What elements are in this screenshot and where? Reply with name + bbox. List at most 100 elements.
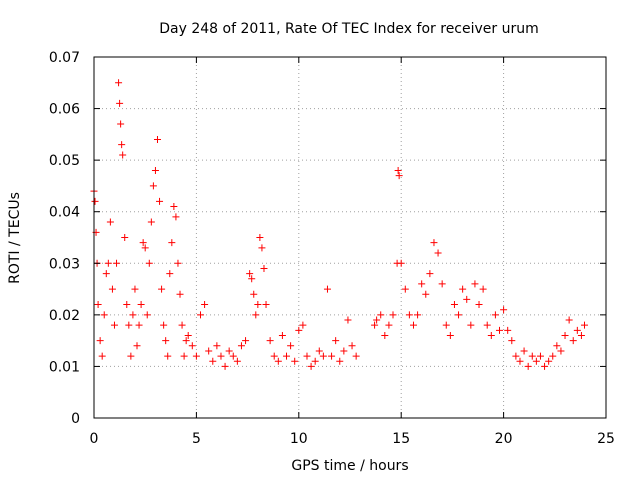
plot-frame [93, 56, 607, 419]
data-point [131, 285, 139, 293]
data-point [121, 234, 129, 241]
data-point [577, 331, 585, 339]
data-point [487, 331, 495, 339]
data-point [336, 357, 344, 365]
data-point [278, 331, 286, 339]
data-point [409, 321, 417, 329]
data-point [110, 321, 118, 329]
data-point [113, 259, 121, 267]
data-point [147, 218, 155, 226]
data-point [233, 357, 241, 365]
data-point [283, 352, 291, 360]
axis-ticks [93, 56, 607, 419]
data-point [430, 239, 438, 247]
data-point [394, 166, 402, 174]
data-point [520, 347, 528, 355]
y-tick-label: 0.01 [49, 359, 80, 375]
axis-tick-labels: 0 5 10 15 20 25 0 0.01 0.02 0.03 0.04 0.05 0.06 0.07 [49, 50, 615, 447]
x-tick-label: 0 [90, 431, 99, 447]
data-point [545, 357, 553, 365]
data-point [553, 342, 561, 350]
data-point [96, 337, 104, 345]
data-point [500, 306, 508, 314]
data-point [242, 337, 250, 345]
data-point [254, 301, 262, 309]
data-point [371, 321, 379, 329]
data-point [344, 316, 352, 324]
data-point [139, 239, 147, 247]
data-point [442, 321, 450, 329]
y-tick-label: 0.03 [49, 256, 80, 272]
data-point [348, 342, 356, 350]
data-point [117, 120, 125, 128]
data-point [260, 264, 268, 272]
data-point [438, 280, 446, 288]
data-point [377, 311, 385, 319]
data-point [162, 337, 170, 345]
data-point [192, 352, 200, 360]
data-point [166, 270, 174, 278]
data-point [98, 352, 106, 360]
data-point [459, 285, 467, 293]
data-point [178, 321, 186, 329]
data-point [151, 166, 159, 174]
data-point [291, 357, 299, 365]
data-point [323, 285, 331, 293]
data-point [479, 285, 487, 293]
x-tick-label: 5 [192, 431, 201, 447]
data-point [182, 337, 190, 345]
data-point [418, 280, 426, 288]
data-point [524, 362, 532, 370]
grid-lines [94, 57, 606, 418]
data-point [573, 326, 581, 334]
data-point [426, 270, 434, 278]
x-tick-label: 10 [290, 431, 308, 447]
data-point [160, 321, 168, 329]
data-point [471, 280, 479, 288]
data-point [319, 352, 327, 360]
data-point [246, 270, 254, 278]
y-tick-label: 0.06 [49, 102, 80, 118]
data-point [274, 357, 282, 365]
data-point [156, 197, 164, 205]
data-point [561, 331, 569, 339]
x-tick-label: 15 [392, 431, 410, 447]
data-point [252, 311, 260, 319]
data-point [266, 337, 274, 345]
data-point [213, 342, 221, 350]
data-point [115, 79, 123, 87]
data-point [434, 249, 442, 257]
data-point [118, 141, 126, 149]
data-point [145, 259, 153, 267]
data-point [94, 301, 102, 309]
data-point [295, 326, 303, 334]
data-point [446, 331, 454, 339]
data-point [352, 352, 360, 360]
data-point [180, 352, 188, 360]
data-point [127, 352, 135, 360]
data-point [397, 259, 405, 267]
data-point [528, 352, 536, 360]
data-point [102, 270, 110, 278]
data-point [532, 357, 540, 365]
data-point [137, 301, 145, 309]
data-point [116, 99, 124, 107]
data-point [196, 311, 204, 319]
data-point [141, 244, 149, 252]
data-point [91, 197, 99, 205]
data-point [168, 239, 176, 247]
y-tick-label: 0 [71, 411, 80, 427]
data-point [536, 352, 544, 360]
data-point [381, 331, 389, 339]
data-point [287, 342, 295, 350]
data-point [262, 301, 270, 309]
data-point [270, 352, 278, 360]
data-point [100, 311, 108, 319]
data-point [237, 342, 245, 350]
data-point [205, 347, 213, 355]
data-point [188, 342, 196, 350]
data-point [129, 311, 137, 319]
data-point [328, 352, 336, 360]
